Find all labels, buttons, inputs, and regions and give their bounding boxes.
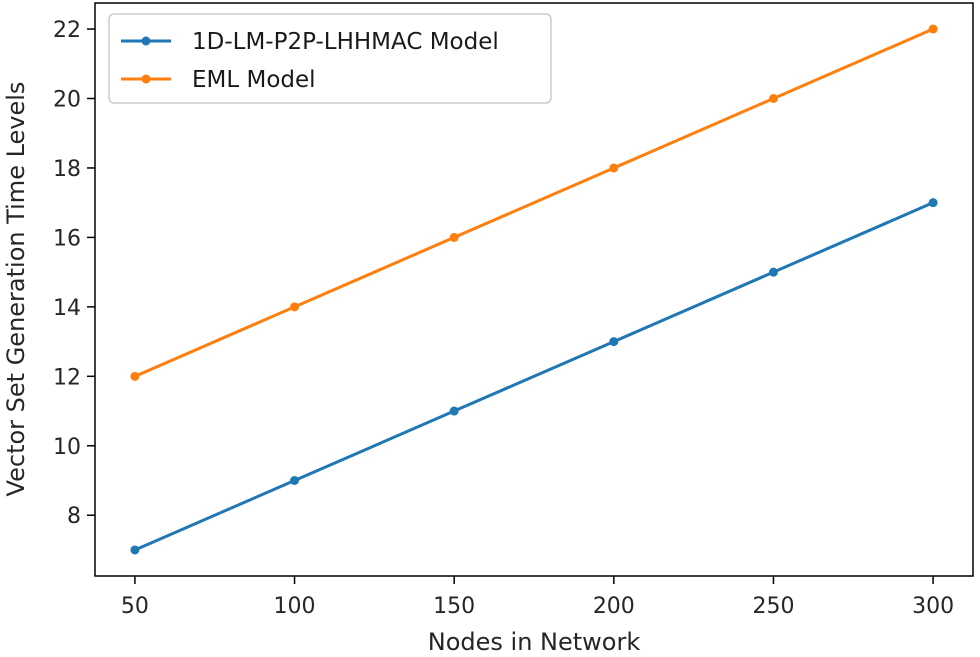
legend-label-eml: EML Model [192,67,316,93]
y-tick-label: 18 [53,157,81,182]
y-tick-label: 12 [53,365,81,390]
y-tick-label: 16 [53,226,81,251]
legend: 1D-LM-P2P-LHHMAC Model EML Model [108,13,552,104]
x-tick-label: 200 [593,594,635,619]
y-tick-label: 10 [53,435,81,460]
x-axis-ticks: 50 100 150 200 250 300 [121,576,954,619]
data-point-1d-lm [449,406,459,416]
data-point-1d-lm [130,545,140,555]
x-tick-label: 150 [433,594,475,619]
x-tick-label: 50 [121,594,149,619]
y-tick-label: 14 [53,296,81,321]
data-point-eml [609,163,619,173]
plot-area [94,2,974,577]
data-point-1d-lm [609,337,619,347]
y-tick-label: 20 [53,88,81,113]
legend-box [108,13,552,104]
data-point-eml [449,232,459,242]
data-point-1d-lm [290,476,300,485]
x-tick-label: 250 [752,594,794,619]
x-tick-label: 100 [274,594,316,619]
series-line-eml [134,27,934,378]
y-tick-label: 22 [53,18,81,43]
x-axis-label: Nodes in Network [428,628,641,656]
series-layer [130,24,938,555]
data-point-1d-lm [768,267,778,277]
legend-marker-1d-lm [141,36,151,46]
axes-frame [94,2,974,577]
y-axis-label: Vector Set Generation Time Levels [2,82,30,497]
data-point-eml [130,371,140,381]
legend-marker-eml [141,74,151,84]
legend-label-1d-lm: 1D-LM-P2P-LHHMAC Model [192,29,499,55]
data-point-eml [290,302,300,312]
data-point-1d-lm [928,198,938,208]
x-tick-label: 300 [912,594,954,619]
y-axis-ticks: 8 10 12 14 16 18 20 22 [53,18,95,529]
data-point-eml [768,94,778,103]
data-point-eml [928,24,938,34]
y-tick-label: 8 [67,504,81,529]
series-line-1d-lm [134,201,934,552]
